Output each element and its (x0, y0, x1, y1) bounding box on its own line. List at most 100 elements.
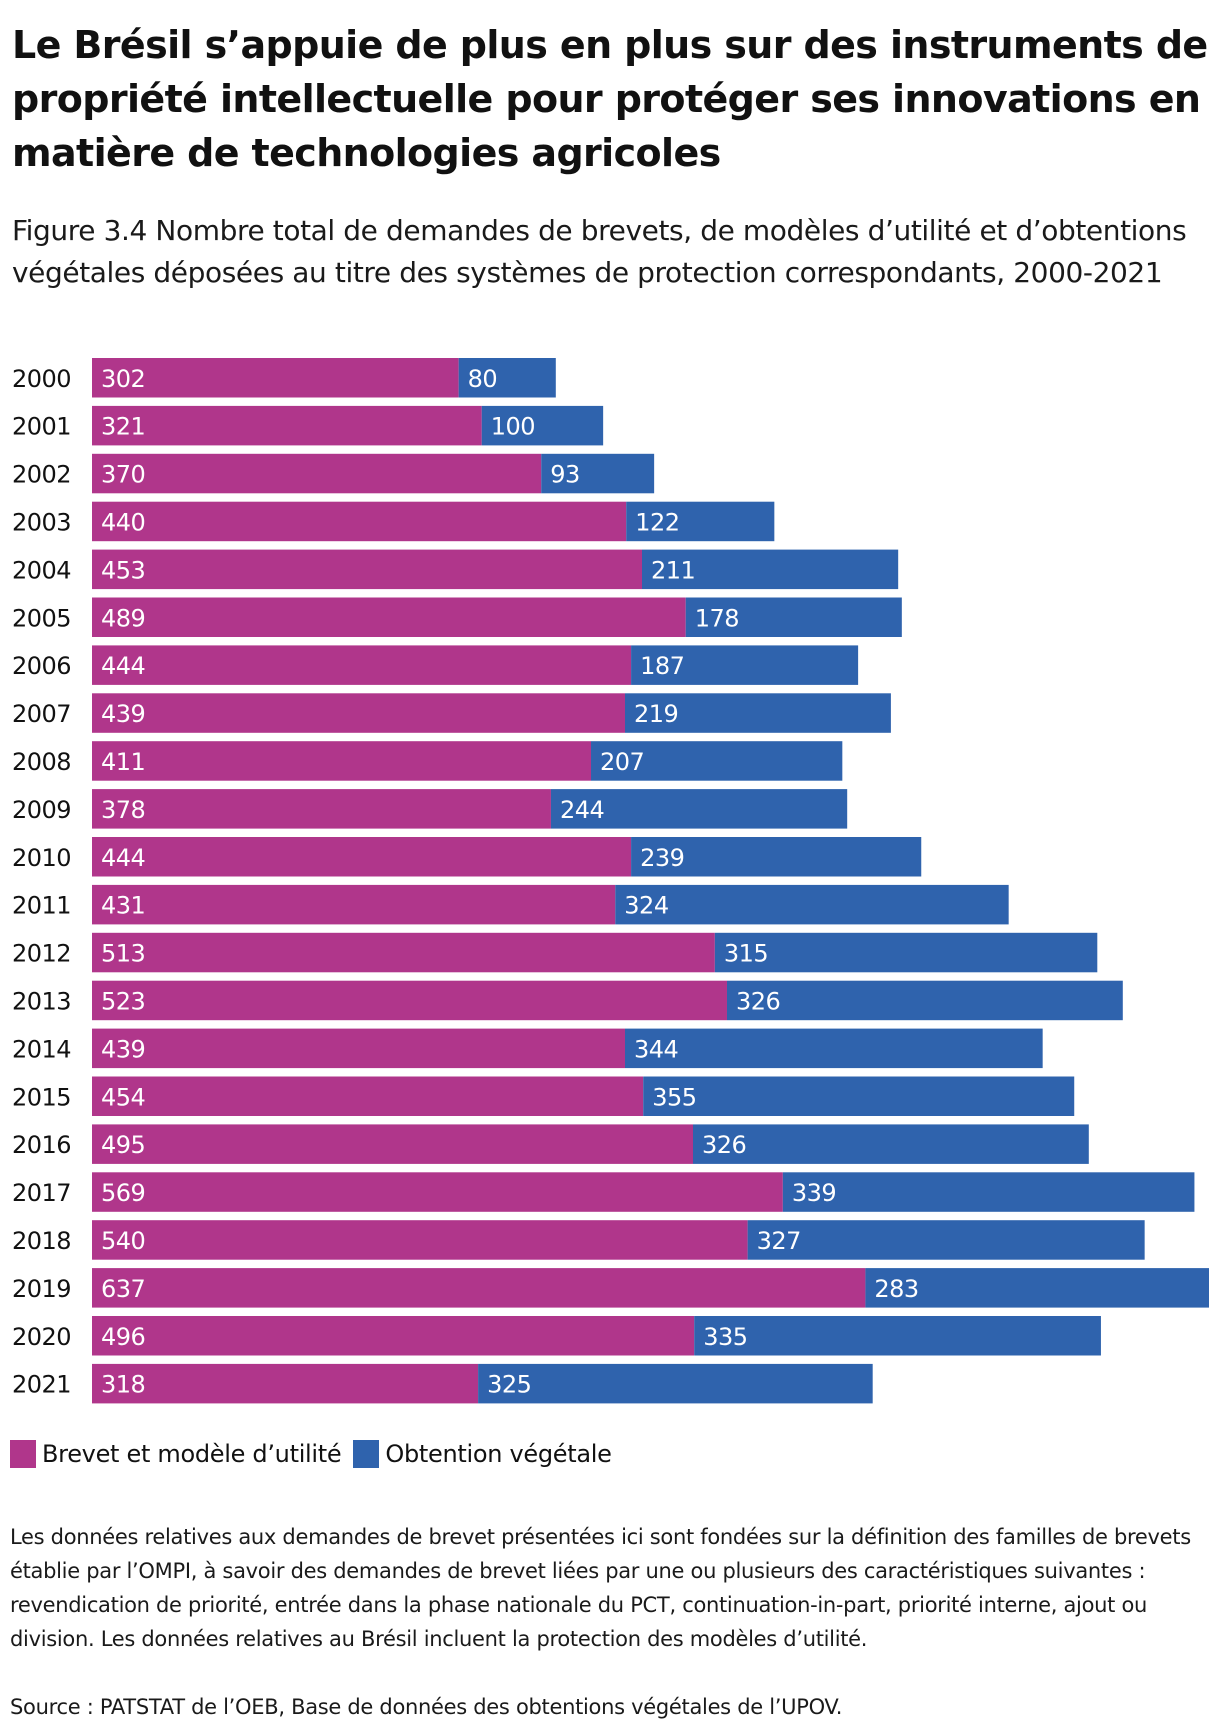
value-label-obtention: 93 (550, 461, 580, 489)
bar-row-2020: 2020 496 335 (12, 1316, 1101, 1356)
bar-row-2013: 2013 523 326 (12, 980, 1123, 1021)
bar-segment-brevet (92, 837, 632, 877)
bar-segment-brevet (92, 1316, 695, 1356)
value-label-obtention: 339 (792, 1179, 836, 1207)
bar-segment-obtention (643, 1076, 1075, 1116)
value-label-obtention: 315 (724, 940, 768, 968)
bar-segment-brevet (92, 1076, 644, 1116)
bar-segment-obtention (782, 1172, 1195, 1212)
value-label-brevet: 444 (101, 652, 145, 680)
value-label-brevet: 453 (101, 556, 145, 584)
year-label: 2005 (12, 604, 71, 632)
year-label: 2018 (12, 1227, 71, 1255)
bar-row-2015: 2015 454 355 (12, 1076, 1075, 1116)
bar-segment-brevet (92, 932, 715, 973)
bar-row-2002: 2002 370 93 (12, 453, 655, 494)
bar-segment-brevet (92, 549, 643, 590)
value-label-brevet: 431 (101, 892, 145, 920)
value-label-obtention: 239 (640, 844, 684, 872)
value-label-obtention: 326 (736, 987, 780, 1015)
bar-segment-brevet (92, 1124, 693, 1164)
year-label: 2004 (12, 556, 71, 584)
value-label-brevet: 318 (101, 1371, 145, 1399)
bar-row-2003: 2003 440 122 (12, 501, 775, 542)
bar-segment-obtention (625, 1028, 1043, 1069)
bar-row-2007: 2007 439 219 (12, 693, 891, 733)
year-label: 2006 (12, 652, 71, 680)
bar-segment-obtention (631, 837, 922, 877)
year-label: 2015 (12, 1083, 71, 1111)
bar-segment-obtention (591, 741, 843, 781)
bar-segment-obtention (642, 549, 899, 590)
value-label-obtention: 178 (695, 604, 739, 632)
value-label-brevet: 439 (101, 700, 145, 728)
bar-segment-obtention (714, 932, 1098, 973)
bar-segment-obtention (615, 884, 1009, 925)
value-label-brevet: 540 (101, 1227, 145, 1255)
bar-segment-brevet (92, 1028, 626, 1069)
year-label: 2002 (12, 461, 71, 489)
bar-segment-obtention (726, 980, 1123, 1021)
legend-swatch-obtention (353, 1440, 380, 1468)
year-label: 2013 (12, 987, 71, 1015)
bar-row-2011: 2011 431 324 (12, 884, 1009, 925)
value-label-obtention: 326 (702, 1131, 746, 1159)
value-label-brevet: 321 (101, 413, 145, 441)
year-label: 2011 (12, 892, 71, 920)
chart-subtitle: Figure 3.4 Nombre total de demandes de b… (12, 214, 1187, 289)
year-label: 2000 (12, 365, 71, 393)
year-label: 2009 (12, 796, 71, 824)
value-label-brevet: 454 (101, 1083, 145, 1111)
legend-item-brevet: Brevet et modèle d’utilité (10, 1440, 342, 1468)
bar-segment-obtention (747, 1220, 1145, 1260)
legend-label-brevet: Brevet et modèle d’utilité (42, 1440, 342, 1468)
value-label-brevet: 439 (101, 1035, 145, 1063)
chart-title: Le Brésil s’appuie de plus en plus sur d… (12, 23, 1208, 175)
bar-segment-brevet (92, 1220, 748, 1260)
bar-segment-brevet (92, 1268, 866, 1308)
bar-segment-obtention (458, 358, 556, 398)
value-label-brevet: 302 (101, 365, 145, 393)
bar-row-2018: 2018 540 327 (12, 1220, 1145, 1260)
source-note: Source : PATSTAT de l’OEB, Base de donné… (10, 1695, 843, 1719)
year-label: 2021 (12, 1371, 71, 1399)
bar-row-2000: 2000 302 80 (12, 358, 556, 398)
legend-item-obtention: Obtention végétale (353, 1440, 612, 1468)
bar-row-2008: 2008 411 207 (12, 741, 843, 781)
value-label-brevet: 569 (101, 1179, 145, 1207)
bar-segment-brevet (92, 597, 686, 637)
year-label: 2001 (12, 413, 71, 441)
value-label-obtention: 324 (624, 892, 668, 920)
legend: Brevet et modèle d’utilité Obtention vég… (10, 1440, 624, 1468)
bar-segment-obtention (685, 597, 902, 637)
value-label-brevet: 637 (101, 1275, 145, 1303)
bar-segment-brevet (92, 1363, 479, 1404)
value-label-obtention: 207 (600, 748, 644, 776)
bar-segment-brevet (92, 1172, 783, 1212)
year-label: 2016 (12, 1131, 71, 1159)
bar-segment-brevet (92, 884, 616, 925)
value-label-brevet: 495 (101, 1131, 145, 1159)
bar-row-2016: 2016 495 326 (12, 1124, 1089, 1164)
value-label-obtention: 335 (703, 1323, 747, 1351)
bar-row-2014: 2014 439 344 (12, 1028, 1043, 1069)
value-label-obtention: 327 (757, 1227, 801, 1255)
value-label-obtention: 244 (560, 796, 604, 824)
year-label: 2014 (12, 1035, 71, 1063)
legend-swatch-brevet (10, 1440, 36, 1468)
bar-segment-obtention (550, 789, 848, 829)
year-label: 2017 (12, 1179, 71, 1207)
bar-segment-brevet (92, 693, 626, 733)
value-label-brevet: 523 (101, 987, 145, 1015)
value-label-obtention: 283 (874, 1275, 918, 1303)
bar-segment-brevet (92, 358, 459, 398)
bar-segment-obtention (865, 1268, 1209, 1308)
value-label-brevet: 378 (101, 796, 145, 824)
value-label-obtention: 219 (634, 700, 678, 728)
value-label-obtention: 344 (634, 1035, 678, 1063)
value-label-obtention: 355 (652, 1083, 696, 1111)
value-label-brevet: 496 (101, 1323, 145, 1351)
bar-segment-brevet (92, 980, 727, 1021)
bar-segment-brevet (92, 789, 551, 829)
